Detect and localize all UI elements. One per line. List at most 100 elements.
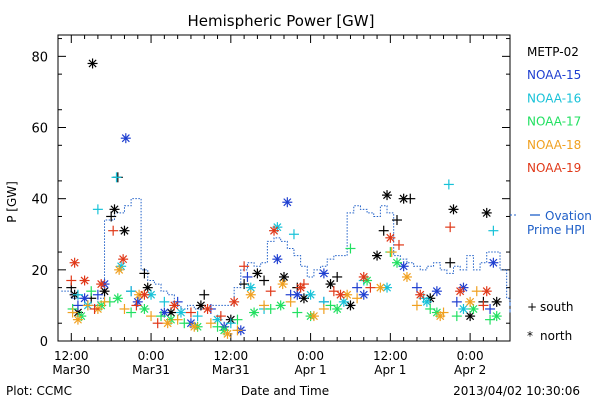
noaa-19-north-point xyxy=(455,286,466,297)
noaa-15-north-point xyxy=(488,257,499,268)
metp-02-north-point xyxy=(252,268,263,279)
plot-frame xyxy=(57,34,511,342)
noaa-15-south-point xyxy=(352,282,363,293)
footer-right: 2013/04/02 10:30:06 xyxy=(453,384,580,398)
metp-02-north-point xyxy=(448,204,459,215)
noaa-16-south-point xyxy=(72,289,83,300)
noaa-17-north-point xyxy=(392,257,402,268)
metp-02-north-point xyxy=(87,58,98,69)
noaa-16-south-point xyxy=(288,229,299,240)
noaa-18-south-point xyxy=(285,296,296,307)
noaa-19-north-point xyxy=(295,282,306,293)
legend-marker-symbol: * xyxy=(527,329,533,343)
noaa-19-north-point xyxy=(415,289,426,300)
noaa-19-north-point xyxy=(202,303,213,314)
noaa-15-north-point xyxy=(120,133,131,144)
legend-marker-south: south xyxy=(540,300,574,314)
legend-metp-02: METP-02 xyxy=(527,45,579,59)
metp-02-south-point xyxy=(445,257,456,268)
noaa-15-north-point xyxy=(431,286,442,297)
noaa-16-south-point xyxy=(92,204,103,215)
noaa-18-south-point xyxy=(82,300,93,311)
noaa-15-north-point xyxy=(358,289,369,300)
noaa-19-south-point xyxy=(66,275,77,286)
noaa-18-north-point xyxy=(245,289,256,300)
noaa-16-north-point xyxy=(458,303,469,314)
noaa-18-north-point xyxy=(72,314,83,325)
noaa-18-south-point xyxy=(318,303,329,314)
y-tick-label: 60 xyxy=(31,122,48,137)
noaa-19-south-point xyxy=(185,307,196,318)
noaa-18-north-point xyxy=(342,289,353,300)
noaa-15-south-point xyxy=(451,296,462,307)
noaa-19-north-point xyxy=(229,296,240,307)
satellite-points xyxy=(66,58,502,339)
noaa-16-south-point xyxy=(126,286,137,297)
y-tick-label: 20 xyxy=(31,264,48,279)
metp-02-south-point xyxy=(259,275,270,286)
noaa-15-south-point xyxy=(485,303,496,314)
x-tick-time: 12:00 xyxy=(214,349,249,363)
noaa-16-south-point xyxy=(159,296,170,307)
ovation-step-line xyxy=(61,198,511,310)
noaa-18-south-point xyxy=(146,311,157,322)
noaa-17-south-point xyxy=(86,286,97,297)
noaa-17-south-point xyxy=(265,303,276,314)
noaa-19-south-point xyxy=(478,300,489,311)
noaa-15-north-point xyxy=(318,268,329,279)
noaa-17-south-point xyxy=(345,243,356,254)
legend-ovation-line1: Ovation xyxy=(545,209,592,223)
legend-marker-symbol: + xyxy=(527,300,537,314)
footer-center: Date and Time xyxy=(241,384,329,398)
noaa-17-north-point xyxy=(112,293,123,304)
metp-02-north-point xyxy=(109,204,120,215)
noaa-16-south-point xyxy=(111,172,122,183)
metp-02-south-point xyxy=(378,225,389,236)
noaa-18-north-point xyxy=(189,321,200,332)
x-tick-date: Mar31 xyxy=(132,363,170,377)
noaa-19-south-point xyxy=(365,282,376,293)
noaa-19-north-point xyxy=(385,232,396,243)
noaa-18-north-point xyxy=(222,328,233,339)
x-tick-date: Mar31 xyxy=(212,363,250,377)
noaa-17-south-point xyxy=(232,314,243,325)
noaa-18-south-point xyxy=(411,300,422,311)
noaa-16-north-point xyxy=(305,289,316,300)
noaa-18-south-point xyxy=(259,300,270,311)
noaa-16-north-point xyxy=(175,307,186,318)
noaa-18-south-point xyxy=(232,325,243,336)
noaa-18-south-point xyxy=(119,303,130,314)
noaa-19-north-point xyxy=(169,300,180,311)
noaa-18-north-point xyxy=(465,296,476,307)
y-tick-label: 40 xyxy=(31,193,48,208)
noaa-16-north-point xyxy=(421,296,432,307)
noaa-18-south-point xyxy=(172,314,183,325)
noaa-18-north-point xyxy=(308,311,319,322)
ovation-hpi-series xyxy=(61,198,511,313)
metp-02-south-point xyxy=(392,215,402,226)
metp-02-north-point xyxy=(279,271,289,282)
noaa-17-south-point xyxy=(156,311,167,322)
x-tick-date: Mar30 xyxy=(52,363,90,377)
noaa-18-north-point xyxy=(277,279,288,290)
x-tick-date: Apr 1 xyxy=(374,363,406,377)
metp-02-north-point xyxy=(325,279,336,290)
noaa-19-south-point xyxy=(108,225,119,236)
noaa-18-north-point xyxy=(114,264,125,275)
noaa-17-north-point xyxy=(275,300,286,311)
noaa-15-north-point xyxy=(272,254,283,265)
chart-title: Hemispheric Power [GW] xyxy=(188,12,375,30)
noaa-18-north-point xyxy=(162,318,173,329)
noaa-18-south-point xyxy=(386,247,397,258)
y-tick-label: 80 xyxy=(31,50,48,65)
metp-02-north-point xyxy=(99,286,110,297)
metp-02-south-point xyxy=(332,271,343,282)
legend-noaa-19: NOAA-19 xyxy=(527,161,581,175)
noaa-18-south-point xyxy=(471,286,482,297)
noaa-17-south-point xyxy=(179,318,190,329)
metp-02-north-point xyxy=(372,250,383,261)
noaa-16-south-point xyxy=(225,318,236,329)
x-tick-date: Apr 2 xyxy=(454,363,486,377)
metp-02-south-point xyxy=(139,268,150,279)
noaa-19-north-point xyxy=(358,271,369,282)
